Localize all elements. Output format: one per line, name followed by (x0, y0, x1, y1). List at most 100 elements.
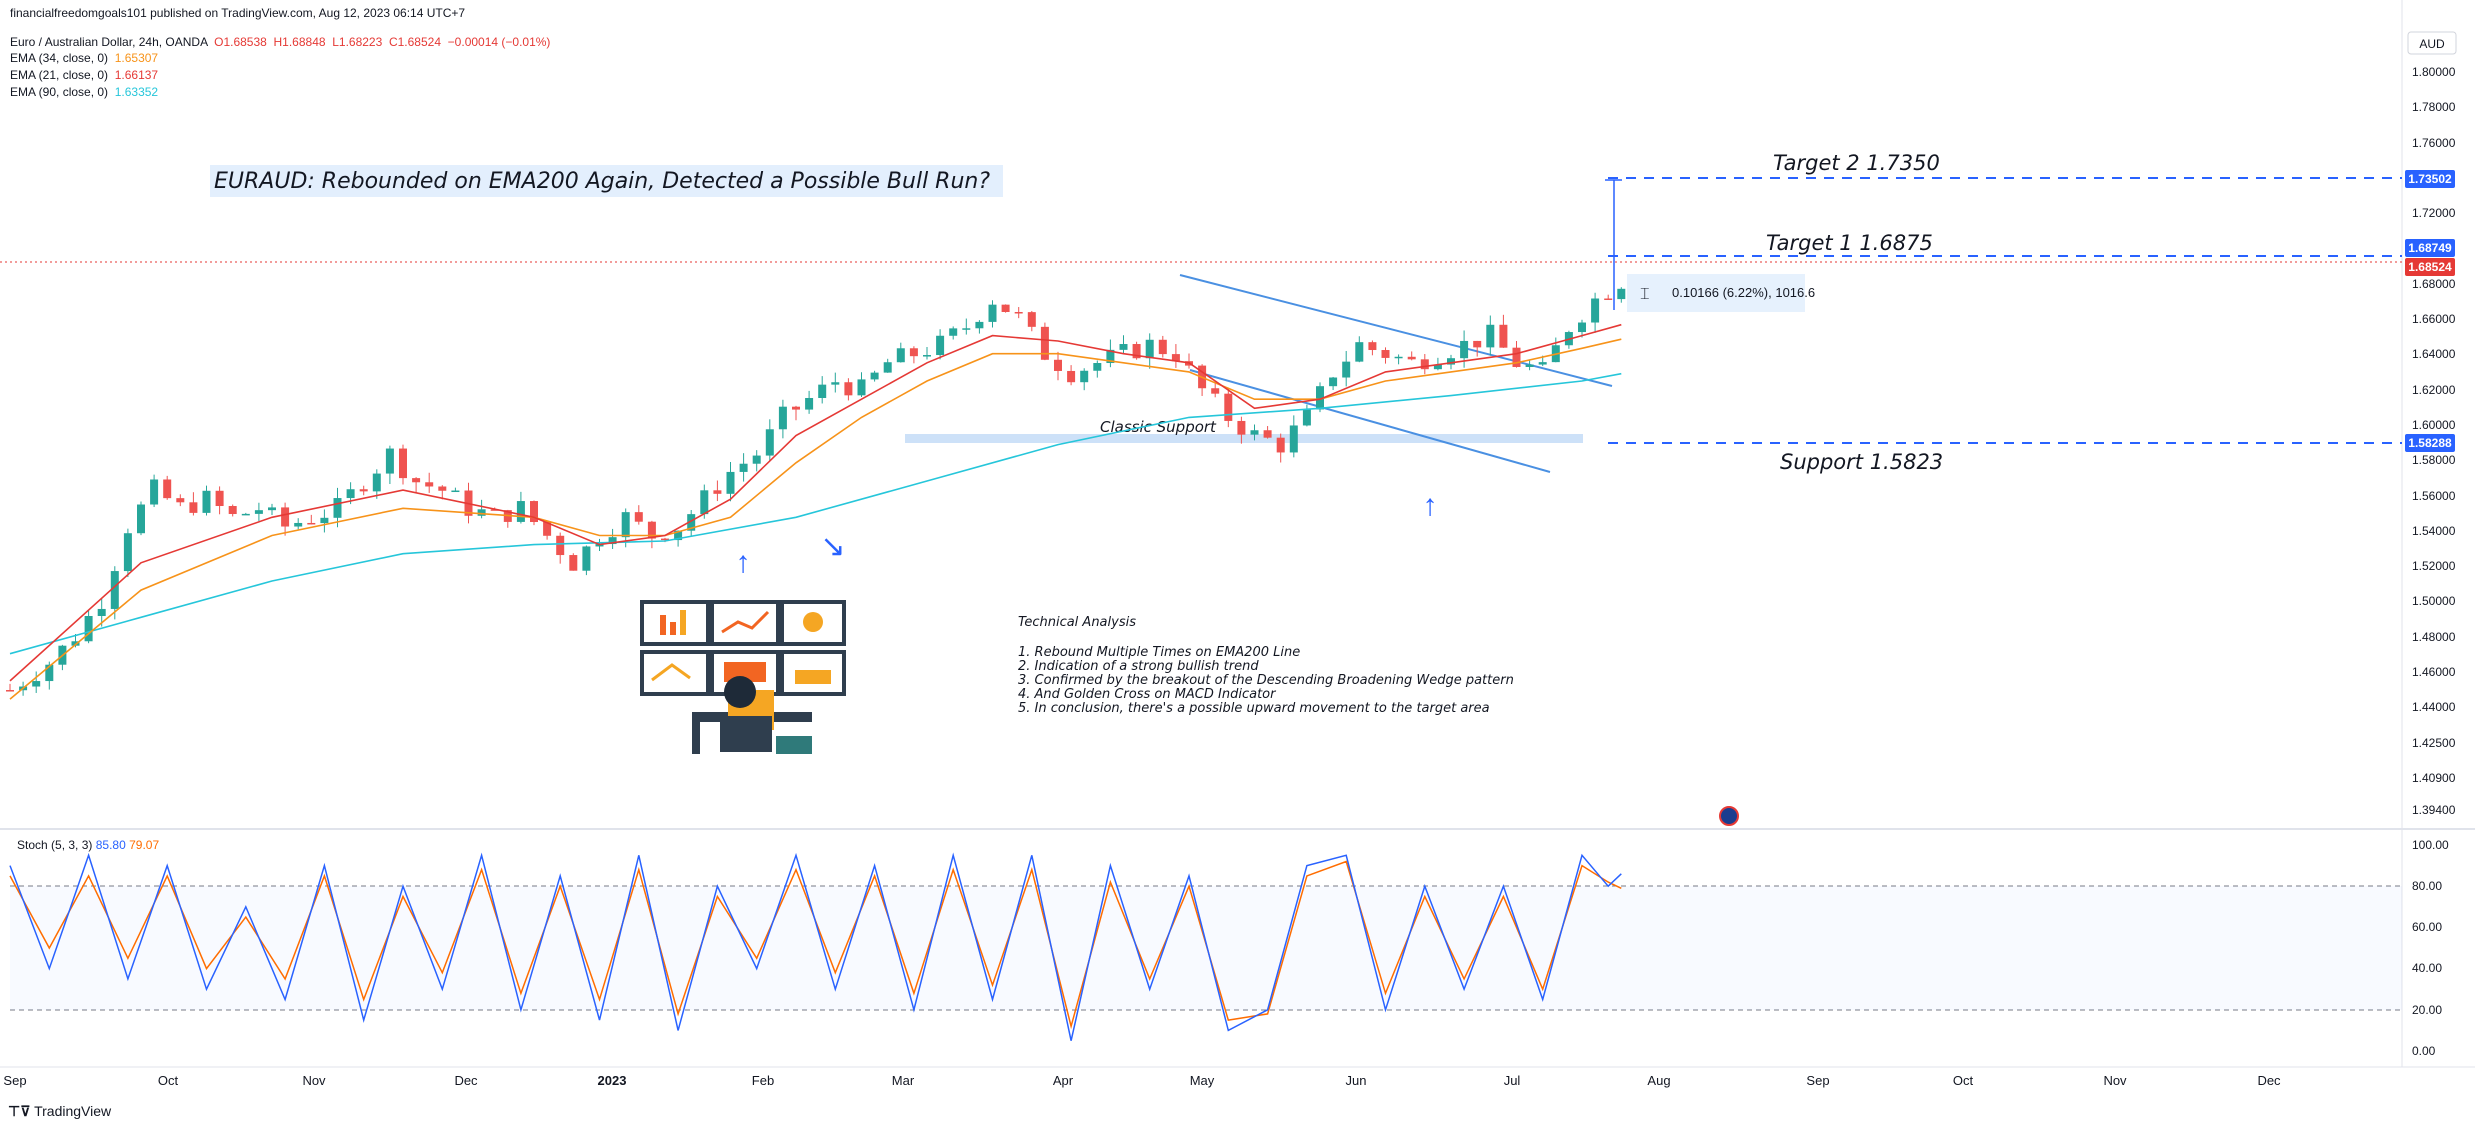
price-badge-2-box (2405, 239, 2455, 257)
y-tick-label: 1.42500 (2412, 736, 2456, 750)
candle-body (1499, 324, 1508, 348)
stoch-tick-label: 40.00 (2412, 961, 2442, 975)
y-tick-label: 1.68000 (2412, 277, 2456, 291)
y-tick-label: 1.52000 (2412, 559, 2456, 573)
candle-body (97, 608, 106, 617)
candle-body (477, 509, 486, 516)
ema34-legend[interactable]: EMA (34, close, 0) 1.65307 (10, 51, 158, 65)
candle-body (805, 397, 814, 410)
candle-body (1067, 370, 1076, 383)
x-tick-label: Dec (2257, 1073, 2281, 1088)
candle-body (923, 355, 931, 357)
ohlc-open: O1.68538 (214, 35, 267, 49)
candle-body (412, 478, 421, 483)
candle-body (870, 372, 879, 380)
ohlc-change: −0.00014 (−0.01%) (447, 35, 551, 49)
currency-badge: AUD (2419, 37, 2445, 51)
candle-body (831, 382, 840, 385)
y-tick-label: 1.39400 (2412, 803, 2456, 817)
candle-body (1433, 364, 1442, 370)
candle-body (45, 664, 54, 682)
tradingview-logo-icon: ⊤⊽ (8, 1103, 31, 1119)
candle-body (359, 489, 368, 492)
candle-body (634, 512, 643, 522)
wedge-lower-line[interactable] (1189, 369, 1551, 473)
measure-box[interactable] (1627, 274, 1805, 312)
candle-body (1093, 363, 1102, 371)
measure-icon: ⌶ (1640, 286, 1650, 303)
y-tick-label: 1.60000 (2412, 418, 2456, 432)
y-tick-label: 1.80000 (2412, 65, 2456, 79)
ema21-line (9, 323, 1622, 682)
candle-body (739, 463, 748, 472)
x-tick-label: Oct (158, 1073, 179, 1088)
analysis-title: Technical Analysis (1018, 615, 1136, 630)
candle-body (84, 616, 93, 642)
support-label: Support 1.5823 (1780, 450, 1943, 474)
candle-body (1368, 342, 1377, 351)
candle-body (202, 490, 211, 513)
wedge-upper-line[interactable] (1179, 274, 1613, 387)
candle-body (372, 473, 381, 492)
analysis-item-5: 5. In conclusion, there's a possible upw… (1018, 701, 1490, 716)
candle-body (713, 490, 722, 494)
analysis-item-3: 3. Confirmed by the breakout of the Desc… (1018, 673, 1514, 688)
symbol-line: Euro / Australian Dollar, 24h, OANDA O1.… (10, 35, 550, 49)
candle-body (936, 335, 945, 356)
candle-body (988, 304, 997, 322)
candle-body (647, 521, 656, 539)
stoch-tick-label: 0.00 (2412, 1044, 2436, 1058)
measure-label: 0.10166 (6.22%), 1016.6 (1672, 285, 1815, 300)
candle-body (792, 406, 800, 410)
candle-body (268, 507, 276, 511)
x-tick-label: Aug (1647, 1073, 1670, 1088)
event-marker-icon[interactable] (1719, 806, 1739, 826)
candle-body (399, 448, 407, 479)
y-tick-label: 1.54000 (2412, 524, 2456, 538)
y-tick-label: 1.56000 (2412, 489, 2456, 503)
classic-support-band (905, 434, 1583, 443)
candle-body (543, 522, 552, 536)
candle-body (189, 502, 198, 513)
y-tick-label: 1.40900 (2412, 771, 2456, 785)
candle-body (254, 510, 263, 514)
x-tick-label: Feb (752, 1073, 774, 1088)
candle-body (123, 533, 132, 572)
candle-body (661, 538, 669, 541)
y-tick-label: 1.46000 (2412, 665, 2456, 679)
rebound-arrow-1: ↑ (736, 546, 751, 579)
x-tick-label: 2023 (598, 1073, 627, 1088)
analysis-item-1: 1. Rebound Multiple Times on EMA200 Line (1018, 645, 1300, 660)
x-tick-label: Nov (2103, 1073, 2127, 1088)
target2-label: Target 2 1.7350 (1773, 151, 1940, 175)
target1-label: Target 1 1.6875 (1766, 231, 1933, 255)
analysis-item-4: 4. And Golden Cross on MACD Indicator (1018, 687, 1277, 702)
ohlc-high: H1.68848 (273, 35, 326, 49)
ema21-legend[interactable]: EMA (21, close, 0) 1.66137 (10, 68, 158, 82)
candle-body (1224, 393, 1233, 421)
candle-body (844, 382, 853, 396)
candle-body (1250, 430, 1259, 435)
ohlc-low: L1.68223 (332, 35, 383, 49)
candle-body (765, 429, 774, 456)
stoch-tick-label: 100.00 (2412, 838, 2449, 852)
currency-badge-box[interactable] (2407, 31, 2457, 55)
candle-body (530, 501, 538, 523)
ema90-legend[interactable]: EMA (90, close, 0) 1.63352 (10, 85, 158, 99)
symbol-name: Euro / Australian Dollar, 24h, OANDA (10, 35, 208, 49)
candle-body (1473, 340, 1482, 348)
tradingview-footer[interactable]: ⊤⊽ TradingView (8, 1103, 111, 1120)
ema21-value: 1.66137 (114, 68, 159, 82)
candle-body (294, 522, 303, 527)
trader-illustration (640, 600, 846, 754)
x-tick-label: Jun (1346, 1073, 1367, 1088)
candle-body (608, 537, 617, 545)
candle-body (1054, 359, 1062, 371)
stoch-tick-label: 20.00 (2412, 1003, 2442, 1017)
candle-body (333, 498, 342, 518)
price-badge-1-box (2405, 170, 2455, 188)
candle-body (1342, 361, 1351, 378)
candle-body (516, 501, 525, 522)
x-tick-label: Dec (454, 1073, 478, 1088)
